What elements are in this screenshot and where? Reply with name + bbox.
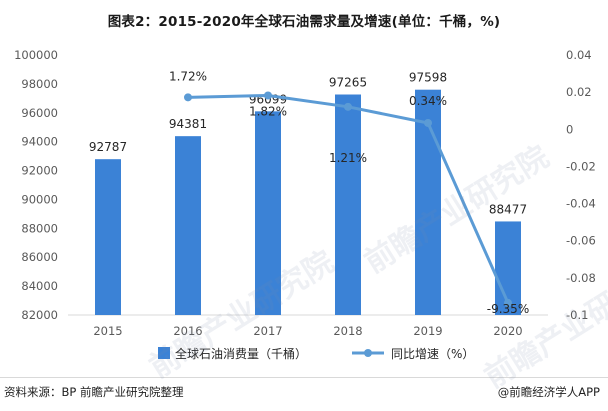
growth-data-label: 1.21% (329, 151, 367, 165)
bar-data-label: 94381 (169, 117, 207, 131)
growth-data-label: 0.34% (409, 94, 447, 108)
bar (95, 159, 121, 315)
bar-data-label: 97598 (409, 71, 447, 85)
growth-data-label: -9.35% (487, 302, 529, 316)
legend-line-label: 同比增速（%） (391, 347, 474, 361)
y-right-tick-label: 0 (566, 122, 573, 136)
growth-point (504, 298, 512, 307)
growth-point (264, 91, 272, 100)
y-right-tick-label: -0.06 (566, 234, 596, 248)
y-left-tick-label: 94000 (21, 135, 58, 149)
y-left-tick-label: 88000 (21, 221, 58, 235)
growth-point (424, 118, 432, 127)
y-right-tick-label: -0.1 (566, 308, 588, 322)
bar-data-label: 88477 (489, 202, 527, 216)
y-right-tick-label: -0.04 (566, 197, 596, 211)
growth-point (344, 102, 352, 111)
bar (335, 94, 361, 315)
bar (175, 136, 201, 315)
x-tick-label: 2017 (253, 324, 282, 338)
x-tick-label: 2016 (173, 324, 202, 338)
y-left-tick-label: 82000 (21, 308, 58, 322)
y-right-tick-label: 0.02 (566, 85, 592, 99)
credit-note: @前瞻经济学人APP (497, 385, 600, 399)
growth-data-label: 1.82% (249, 104, 287, 118)
bar-data-label: 97265 (329, 76, 367, 90)
growth-data-label: 1.72% (169, 69, 207, 83)
x-tick-label: 2019 (413, 324, 442, 338)
y-left-tick-label: 90000 (21, 192, 58, 206)
y-left-tick-label: 84000 (21, 279, 58, 293)
chart-title: 图表2：2015-2020年全球石油需求量及增速(单位：千桶，%) (107, 14, 501, 30)
x-tick-label: 2015 (93, 324, 122, 338)
y-left-tick-label: 98000 (21, 77, 58, 91)
y-left-tick-label: 100000 (14, 48, 58, 62)
legend-bar-label: 全球石油消费量（千桶） (175, 346, 307, 361)
x-tick-label: 2018 (333, 324, 362, 338)
growth-point (184, 93, 192, 102)
source-note: 资料来源：BP 前瞻产业研究院整理 (4, 385, 184, 399)
footer-divider (0, 377, 608, 378)
y-right-tick-label: -0.02 (566, 159, 596, 173)
y-left-tick-label: 92000 (21, 164, 58, 178)
bar (415, 89, 441, 315)
bar (255, 111, 281, 315)
y-left-tick-label: 96000 (21, 106, 58, 120)
y-left-tick-label: 86000 (21, 250, 58, 264)
legend-line-marker (364, 349, 372, 357)
legend-bar-swatch (158, 347, 170, 359)
y-right-tick-label: -0.08 (566, 271, 596, 285)
y-right-tick-label: 0.04 (566, 48, 592, 62)
bar-data-label: 92787 (89, 140, 127, 154)
x-tick-label: 2020 (493, 324, 522, 338)
